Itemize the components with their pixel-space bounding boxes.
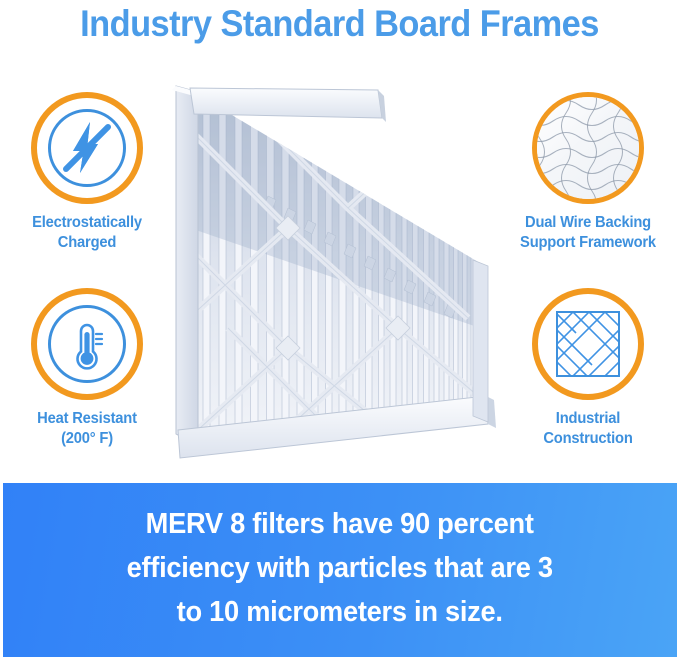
pleated-air-filter-photo xyxy=(168,78,498,468)
banner-line-1: MERV 8 filters have 90 percent xyxy=(145,508,534,540)
feature-dual-wire-backing: Dual Wire Backing Support Framework xyxy=(498,92,678,253)
icon-inner-ring xyxy=(48,109,126,187)
lattice-grid-icon xyxy=(532,288,644,400)
feature-label-line1: Industrial xyxy=(555,410,621,427)
page-title: Industry Standard Board Frames xyxy=(80,3,599,44)
feature-label-line1: Dual Wire Backing xyxy=(525,214,651,231)
thermometer-glyph xyxy=(76,323,104,370)
lattice-diagonal-pattern xyxy=(558,313,618,375)
icon-inner-ring xyxy=(48,305,126,383)
banner-text: MERV 8 filters have 90 percent efficienc… xyxy=(127,502,553,638)
feature-electrostatically-charged: Electrostatically Charged xyxy=(0,92,177,253)
feature-label-line1: Electrostatically xyxy=(32,214,142,231)
wire-mesh-photo-icon xyxy=(532,92,644,204)
feature-label-line1: Heat Resistant xyxy=(37,410,137,427)
wire-mesh-pattern xyxy=(537,97,639,199)
feature-label: Industrial Construction xyxy=(503,409,674,449)
air-filter-illustration xyxy=(172,85,496,459)
banner-line-2: efficiency with particles that are 3 xyxy=(126,552,554,584)
feature-label-line2: Support Framework xyxy=(520,234,656,251)
lightning-bolt-glyph xyxy=(63,122,111,173)
feature-heat-resistant: Heat Resistant (200° F) xyxy=(0,288,177,449)
lattice-square xyxy=(556,311,620,377)
feature-label-line2: (200° F) xyxy=(61,430,113,447)
no-static-bolt-icon xyxy=(31,92,143,204)
info-banner: MERV 8 filters have 90 percent efficienc… xyxy=(3,483,677,657)
thermometer-icon xyxy=(31,288,143,400)
feature-label: Electrostatically Charged xyxy=(2,213,173,253)
feature-industrial-construction: Industrial Construction xyxy=(498,288,678,449)
feature-label: Heat Resistant (200° F) xyxy=(2,409,173,449)
banner-line-3: to 10 micrometers in size. xyxy=(176,596,503,628)
feature-label: Dual Wire Backing Support Framework xyxy=(503,213,674,253)
feature-label-line2: Charged xyxy=(57,234,117,251)
feature-label-line2: Construction xyxy=(543,430,633,447)
wire-mesh-photo xyxy=(537,97,639,199)
